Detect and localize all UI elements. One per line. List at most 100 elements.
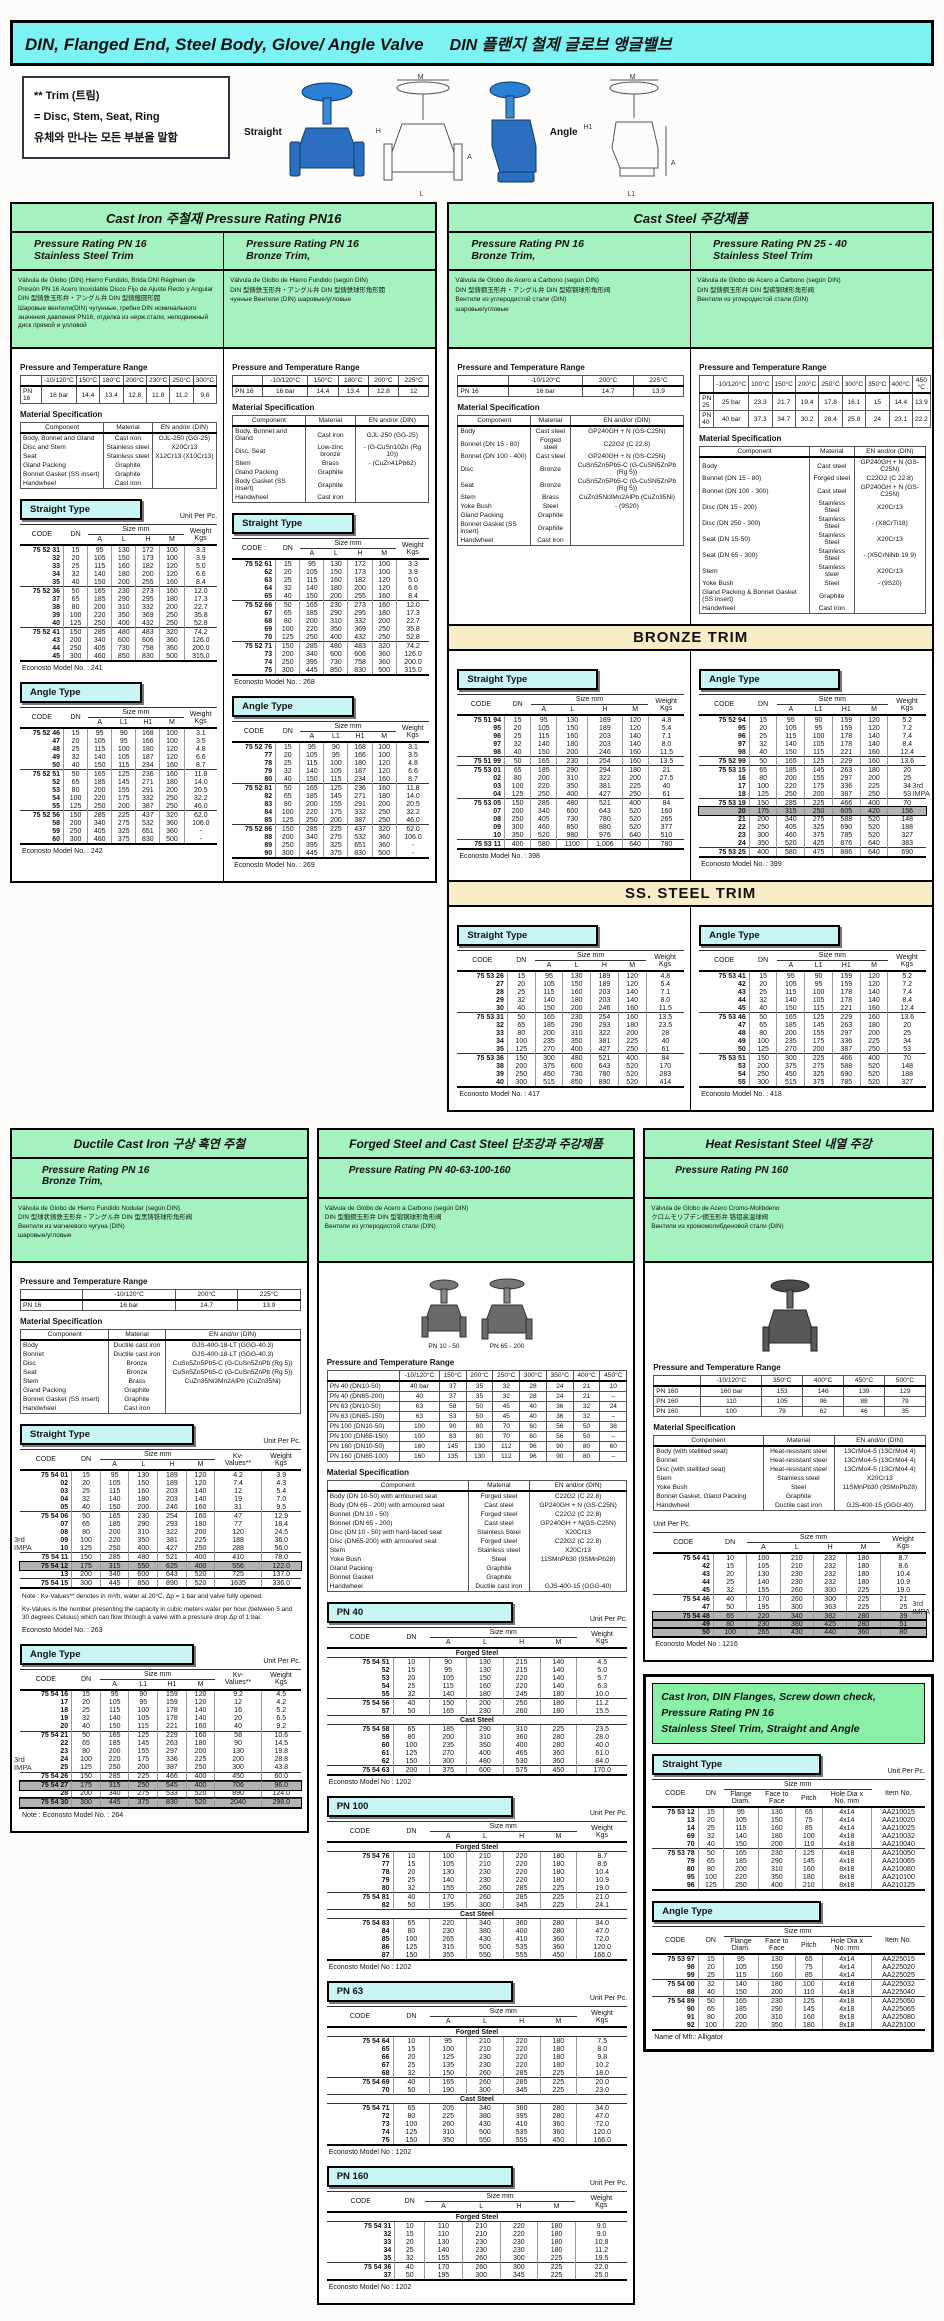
table-cell: GP240GH + N (GS-C25N) <box>569 426 685 436</box>
table-cell: 130 <box>556 715 588 724</box>
column-header: A <box>746 1542 781 1554</box>
column-header: M <box>186 1459 215 1471</box>
table-cell: 427 <box>587 790 623 799</box>
table-cell: 75 54 71 <box>326 2103 394 2112</box>
table-row: 13 200 340 600 643 520 725 137.0 <box>20 1570 301 1579</box>
table-cell: 250 <box>859 790 888 799</box>
table-cell: 40 <box>748 748 777 757</box>
table-cell: 62 <box>381 1757 390 1765</box>
table-cell: 13.4 <box>99 385 124 404</box>
table-cell: 16 <box>214 1706 262 1715</box>
table-cell: 22.0 <box>574 2262 628 2271</box>
table-cell: 40 <box>392 2077 430 2086</box>
table-cell: Stem <box>457 493 532 502</box>
column-header: M <box>622 704 649 716</box>
table-row: 77 15 105 210 220 180 8.6 <box>327 1860 628 1868</box>
table-cell: 550 <box>466 2136 504 2145</box>
table-cell: 400 <box>621 798 649 807</box>
table-cell: 20 <box>748 724 777 732</box>
table-cell: 160 <box>859 1004 888 1013</box>
table-row: 96 25 115 160 203 140 7.1 <box>457 732 685 740</box>
table-cell: 140 <box>99 1495 129 1503</box>
table-cell: 25 bar <box>713 392 750 411</box>
table-cell: 100 <box>429 1851 467 1860</box>
table-row: Seat Bronze CuSn5Zn5Pb5-C (G-CuSN5ZnPb (Rg… <box>457 477 685 493</box>
table-row: 43 20 130 230 232 180 10.4 <box>653 1570 926 1578</box>
table-cell: 40 <box>63 578 88 587</box>
table-row: Body (with stellited seat) Heat-resistant… <box>653 1446 926 1456</box>
table-cell: 75 52 99 <box>699 756 750 766</box>
size-table-body: 75 53 41 15 95 90 159 120 5.2 42 20 105 95 159 120 7.… <box>699 971 927 1087</box>
table-cell: Stem <box>699 563 811 579</box>
table-row: Handwheel Ductile cast iron GJS-400-15 (GG… <box>653 1501 926 1511</box>
table-cell: 12.8 <box>367 385 400 397</box>
table-cell: 130 <box>466 1666 504 1674</box>
table-cell: 200 <box>128 1503 158 1512</box>
table-cell: 215 <box>502 1657 540 1666</box>
table-cell: 360 <box>539 2128 577 2136</box>
table-cell: 75 51 99 <box>457 756 505 766</box>
table-cell: 250 <box>159 619 184 628</box>
table-row: 95 100 220 350 180 8x18 AA210100 <box>652 1873 925 1882</box>
table-cell: 14.0 <box>183 778 218 786</box>
table-row: 75 54 56 40 150 200 250 180 11.2 <box>326 1698 628 1707</box>
table-cell: 155 <box>804 774 833 782</box>
table-row: Component Material EN and/or (DIN) <box>326 1480 628 1492</box>
table-cell: Ductile cast iron <box>108 1340 166 1350</box>
table-cell: 165 <box>99 1730 129 1740</box>
table-cell: 28.8 <box>260 1755 301 1764</box>
forged-valve-large-label: PN 65 - 200 <box>489 1343 525 1350</box>
cast-iron-bronze-h1: Pressure Rating PN 16 <box>246 238 359 250</box>
table-cell: C22G2 (C 22.8) <box>528 1510 628 1519</box>
table-cell: 125 <box>128 1730 158 1740</box>
table-cell: 166 <box>347 751 373 759</box>
column-header: L <box>466 1831 504 1843</box>
size-table-head: CODE DN Size mm Weight Kgs A L H M <box>457 950 685 972</box>
table-row: 90 300 445 375 830 500- <box>232 849 430 858</box>
table-cell: 200 <box>323 592 348 601</box>
column-header: H <box>503 1637 540 1649</box>
table-row: PN 25 25 bar 23.3 21.7 19.4 17.8 16.1 15 14.4 13.… <box>699 392 931 411</box>
table-cell: 38 <box>496 1062 504 1070</box>
table-cell: 120 <box>159 753 184 761</box>
table-cell: 255 <box>135 578 160 587</box>
table-cell: 400 <box>128 1544 158 1553</box>
table-cell: 250 <box>748 1070 777 1078</box>
econosto-model-number: Econosto Model No. : 417 <box>459 1091 540 1098</box>
table-cell: 100 <box>63 794 88 802</box>
table-row: 75 53 51 150 300 225 466 400 70 <box>699 1053 927 1062</box>
table-cell: 246 <box>157 1503 187 1512</box>
heat-resistant-section: Heat Resistant Steel 내열 주강 Pressure Rati… <box>643 1128 934 1662</box>
table-cell: - (CuZn41Pb62) <box>355 459 430 468</box>
table-cell: 148 <box>887 1062 927 1070</box>
table-cell: 150 <box>776 748 805 757</box>
table-cell: 12.8 <box>122 385 147 404</box>
cast-steel-pn16-h1: Pressure Rating PN 16 <box>471 238 584 250</box>
table-cell: 45 <box>702 1586 710 1594</box>
table-cell: 555 <box>502 1951 540 1960</box>
heat-mat-table: Material Specification Component Material E… <box>653 1423 926 1511</box>
table-cell: 78.0 <box>260 1552 301 1562</box>
table-cell: 4x18 <box>821 1979 872 1989</box>
table-cell: 360 <box>159 644 184 652</box>
table-cell: AA210020 <box>871 1816 925 1825</box>
table-cell: 250 <box>371 625 397 633</box>
cast-steel-pn16-header: Pressure Rating PN 16 Bronze Trim, <box>449 233 691 271</box>
table-cell: 294 <box>587 765 623 774</box>
table-cell: 8.6 <box>879 1562 926 1570</box>
table-cell: 59 <box>381 1733 390 1741</box>
table-row: Disc and Stem Stainless steel X20Cr13 <box>19 443 218 452</box>
table-cell: Cast iron <box>530 536 571 546</box>
table-cell: 300 <box>63 652 88 661</box>
table-cell: GP240GH + N (GS-C25N) <box>853 483 927 499</box>
size-table-label-row: Angle Type <box>699 925 926 946</box>
table-cell: 405 <box>776 823 805 831</box>
table-cell: 230 <box>556 756 588 766</box>
table-cell: 400 <box>748 847 777 857</box>
table-cell: 466 <box>831 1053 861 1062</box>
table-cell: 47.0 <box>576 2112 628 2120</box>
table-row: PN 63 (DN65-150) 63 53 50 45 40 36 32– <box>326 1411 628 1422</box>
table-cell: 150 <box>392 1951 430 1960</box>
table-cell: 275 <box>804 1062 833 1070</box>
table-row: 70 125 250 400 432 250 52.8 <box>232 633 430 642</box>
